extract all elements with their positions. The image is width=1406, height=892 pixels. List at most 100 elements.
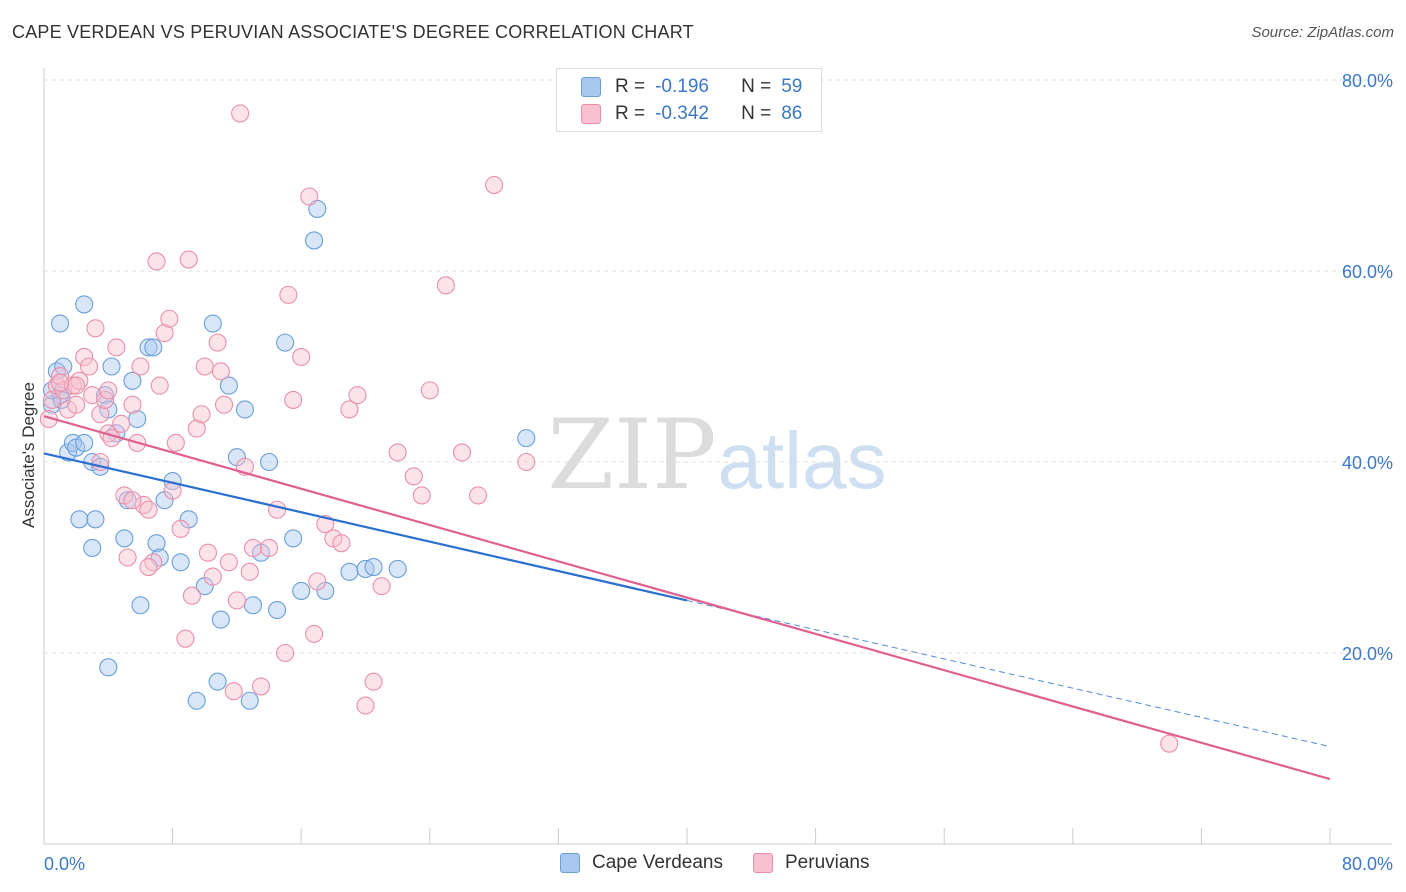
legend-item-peruvians[interactable]: Peruvians [753, 852, 870, 874]
peruvian-point [214, 395, 234, 414]
legend-swatch-blue [560, 853, 580, 873]
peruvian-point [268, 500, 287, 519]
cape-verdean-point [86, 510, 105, 529]
peruvian-point [348, 386, 367, 405]
peruvian-point [208, 333, 227, 352]
peruvian-point [67, 376, 86, 395]
peruvian-point [176, 629, 195, 648]
peruvian-point [155, 324, 174, 343]
peruvian-point [276, 643, 295, 663]
cape-verdean-point [144, 338, 163, 357]
cape-verdean-point [83, 538, 102, 558]
cape-verdean-point [292, 581, 311, 600]
peruvian-point [356, 696, 375, 715]
cape-verdean-point [284, 529, 303, 548]
legend-row-cape-verdeans: R = -0.196 N = 59 [581, 75, 802, 99]
x-tick-label: 80.0% [1342, 854, 1393, 874]
trend-lines [43, 415, 1331, 781]
peruvian-point [112, 414, 131, 433]
peruvian-point [91, 405, 110, 424]
peruvian-trend-line [43, 415, 1331, 781]
watermark-zip: ZIP [547, 399, 716, 511]
peruvian-point [118, 548, 137, 567]
peruvian-point [166, 433, 185, 452]
peruvian-point [51, 373, 70, 392]
peruvian-point [75, 347, 94, 367]
peruvian-point [1160, 734, 1179, 753]
peruvian-point [308, 572, 327, 591]
legend-n-label: N = [741, 103, 772, 124]
legend-item-cape-verdeans[interactable]: Cape Verdeans [560, 852, 723, 874]
legend-swatch-pink [581, 104, 601, 124]
peruvian-point [139, 557, 158, 577]
y-tick-label: 60.0% [1342, 262, 1393, 282]
cape-verdean-point [70, 510, 89, 529]
legend-swatch-blue [581, 77, 601, 97]
cape-verdean-point [51, 314, 70, 333]
peruvian-point [332, 534, 351, 553]
peruvian-point [251, 677, 271, 696]
peruvian-point [372, 577, 391, 596]
peruvian-point [240, 562, 259, 581]
cape-verdean-point [243, 596, 263, 615]
legend-n-label: N = [741, 76, 772, 97]
peruvian-point [147, 252, 166, 271]
cape-verdean-point [268, 600, 287, 620]
y-tick-label: 40.0% [1342, 453, 1393, 473]
legend-n-value: 86 [781, 103, 803, 124]
cape-verdean-point [517, 429, 536, 448]
peruvian-point [192, 405, 211, 424]
peruvian-point [300, 187, 319, 206]
legend-r-value: -0.342 [655, 103, 709, 124]
peruvian-point [86, 319, 105, 338]
peruvian-point [198, 543, 218, 562]
peruvian-point [243, 538, 263, 558]
y-tick-label: 20.0% [1342, 644, 1393, 664]
legend-r-label: R = [615, 76, 646, 97]
series-legend: Cape Verdeans Peruvians [560, 852, 900, 874]
cape-verdean-point [123, 371, 142, 390]
peruvian-point [123, 491, 142, 510]
peruvian-point [420, 381, 439, 400]
peruvian-point [404, 467, 423, 486]
cape-verdean-point [340, 562, 359, 581]
peruvian-point [99, 381, 118, 400]
peruvian-point [219, 553, 238, 572]
peruvian-point [284, 390, 303, 409]
peruvian-point [305, 624, 324, 643]
peruvian-point [364, 672, 383, 691]
y-tick-label: 80.0% [1342, 71, 1393, 91]
cape-verdean-point [139, 338, 158, 357]
cape-verdean-point [235, 400, 254, 419]
cape-verdean-point [388, 559, 407, 579]
cape-verdean-point [208, 672, 227, 691]
peruvian-point [182, 586, 201, 605]
peruvian-point [70, 371, 89, 390]
watermark-atlas: atlas [718, 416, 887, 505]
cape-verdean-point [211, 610, 230, 629]
peruvian-point [388, 443, 407, 462]
peruvian-point [96, 390, 115, 409]
cape-verdean-point [240, 691, 259, 710]
peruvian-point [211, 362, 230, 381]
peruvian-point [224, 682, 243, 701]
peruvian-point [123, 395, 142, 414]
peruvian-point [340, 400, 359, 419]
peruvian-point [412, 486, 431, 505]
y-axis-label: Associate's Degree [19, 382, 38, 528]
cape-verdean-point [203, 314, 222, 333]
watermark: ZIP atlas [547, 399, 886, 511]
peruvian-point [171, 519, 190, 538]
peruvian-point [195, 357, 214, 376]
cape-verdean-point [187, 691, 206, 710]
peruvian-point [231, 104, 250, 123]
x-tick-label: 0.0% [44, 854, 85, 874]
legend-label: Cape Verdeans [592, 852, 723, 873]
cape-verdean-point [364, 557, 383, 577]
legend-row-peruvians: R = -0.342 N = 86 [581, 102, 802, 126]
peruvian-point [179, 250, 198, 269]
peruvian-point [79, 357, 99, 376]
cape-verdean-point [171, 553, 190, 572]
peruvian-point [139, 500, 158, 519]
